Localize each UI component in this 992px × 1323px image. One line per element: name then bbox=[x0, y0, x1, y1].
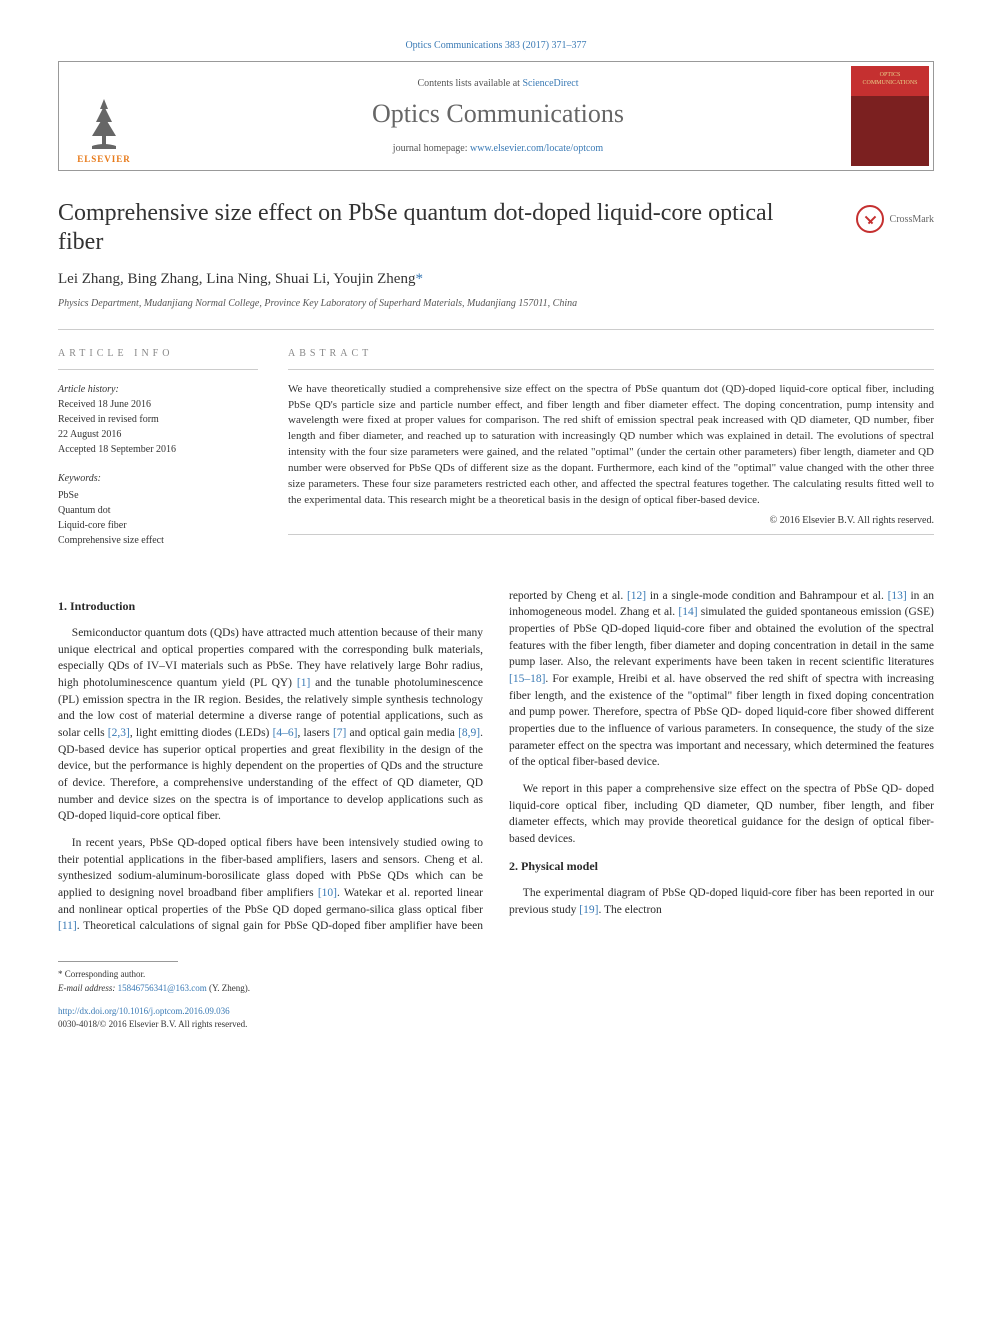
body-p3: We report in this paper a comprehensive … bbox=[509, 781, 934, 848]
body-columns: 1. Introduction Semiconductor quantum do… bbox=[58, 588, 934, 935]
contents-line: Contents lists available at ScienceDirec… bbox=[149, 78, 847, 89]
abstract-copyright: © 2016 Elsevier B.V. All rights reserved… bbox=[288, 515, 934, 526]
article-info-heading: article info bbox=[58, 348, 258, 359]
model-heading: 2. Physical model bbox=[509, 858, 934, 875]
crossmark-label: CrossMark bbox=[890, 214, 934, 225]
ref-link[interactable]: [12] bbox=[627, 590, 646, 602]
abstract-heading: abstract bbox=[288, 348, 934, 359]
article-info-col: article info Article history: Received 1… bbox=[58, 348, 258, 562]
doi-link[interactable]: http://dx.doi.org/10.1016/j.optcom.2016.… bbox=[58, 1005, 934, 1018]
article-history: Article history: Received 18 June 2016 R… bbox=[58, 382, 258, 457]
keywords-label: Keywords: bbox=[58, 471, 258, 486]
journal-header-box: ELSEVIER Contents lists available at Sci… bbox=[58, 61, 934, 171]
homepage-prefix: journal homepage: bbox=[393, 143, 470, 154]
article-header: CrossMark Comprehensive size effect on P… bbox=[58, 199, 934, 309]
meta-row: article info Article history: Received 1… bbox=[58, 329, 934, 562]
revised-line1: Received in revised form bbox=[58, 412, 258, 427]
ref-link[interactable]: [1] bbox=[297, 677, 310, 689]
sciencedirect-link[interactable]: ScienceDirect bbox=[522, 78, 578, 89]
homepage-line: journal homepage: www.elsevier.com/locat… bbox=[149, 143, 847, 154]
journal-title: Optics Communications bbox=[149, 99, 847, 129]
ref-link[interactable]: [11] bbox=[58, 920, 77, 932]
abstract-col: abstract We have theoretically studied a… bbox=[288, 348, 934, 562]
ref-link[interactable]: [19] bbox=[579, 904, 598, 916]
homepage-link[interactable]: www.elsevier.com/locate/optcom bbox=[470, 143, 603, 154]
keywords-block: Keywords: PbSe Quantum dot Liquid-core f… bbox=[58, 471, 258, 548]
journal-cover: OPTICS COMMUNICATIONS bbox=[851, 66, 929, 166]
cover-text-bottom: COMMUNICATIONS bbox=[862, 80, 917, 88]
author-list: Lei Zhang, Bing Zhang, Lina Ning, Shuai … bbox=[58, 271, 415, 287]
email-line: E-mail address: 15846756341@163.com (Y. … bbox=[58, 982, 934, 996]
ref-link[interactable]: [8,9] bbox=[458, 727, 480, 739]
ref-link[interactable]: [13] bbox=[888, 590, 907, 602]
body-p1: Semiconductor quantum dots (QDs) have at… bbox=[58, 625, 483, 825]
ref-link[interactable]: [10] bbox=[318, 887, 337, 899]
authors: Lei Zhang, Bing Zhang, Lina Ning, Shuai … bbox=[58, 271, 934, 288]
abstract-text: We have theoretically studied a comprehe… bbox=[288, 382, 934, 510]
email-link[interactable]: 15846756341@163.com bbox=[118, 983, 207, 993]
email-label: E-mail address: bbox=[58, 983, 118, 993]
accepted-date: Accepted 18 September 2016 bbox=[58, 442, 258, 457]
ref-link[interactable]: [4–6] bbox=[273, 727, 298, 739]
contents-prefix: Contents lists available at bbox=[417, 78, 522, 89]
ref-link[interactable]: [14] bbox=[678, 606, 697, 618]
keyword: Liquid-core fiber bbox=[58, 518, 258, 533]
article-title: Comprehensive size effect on PbSe quantu… bbox=[58, 199, 818, 257]
elsevier-tree-icon bbox=[74, 94, 134, 154]
history-label: Article history: bbox=[58, 382, 258, 397]
doi-block: http://dx.doi.org/10.1016/j.optcom.2016.… bbox=[58, 1005, 934, 1030]
email-suffix: (Y. Zheng). bbox=[207, 983, 250, 993]
affiliation: Physics Department, Mudanjiang Normal Co… bbox=[58, 298, 934, 309]
footer-block: * Corresponding author. E-mail address: … bbox=[58, 953, 934, 1030]
crossmark-icon bbox=[856, 205, 884, 233]
ref-link[interactable]: [15–18] bbox=[509, 673, 545, 685]
keyword: Quantum dot bbox=[58, 503, 258, 518]
intro-heading: 1. Introduction bbox=[58, 598, 483, 615]
corresponding-author: * Corresponding author. bbox=[58, 968, 934, 982]
received-date: Received 18 June 2016 bbox=[58, 397, 258, 412]
journal-ref-top: Optics Communications 383 (2017) 371–377 bbox=[58, 40, 934, 51]
ref-link[interactable]: [2,3] bbox=[108, 727, 130, 739]
elsevier-text: ELSEVIER bbox=[77, 154, 131, 164]
elsevier-logo: ELSEVIER bbox=[59, 62, 149, 170]
revised-line2: 22 August 2016 bbox=[58, 427, 258, 442]
keyword: Comprehensive size effect bbox=[58, 533, 258, 548]
corresponding-mark: * bbox=[415, 271, 423, 287]
crossmark-badge[interactable]: CrossMark bbox=[856, 205, 934, 233]
body-p4: The experimental diagram of PbSe QD-dope… bbox=[509, 885, 934, 918]
keyword: PbSe bbox=[58, 488, 258, 503]
ref-link[interactable]: [7] bbox=[333, 727, 346, 739]
cover-text-top: OPTICS bbox=[880, 72, 901, 80]
header-center: Contents lists available at ScienceDirec… bbox=[149, 78, 847, 154]
issn-line: 0030-4018/© 2016 Elsevier B.V. All right… bbox=[58, 1018, 934, 1031]
